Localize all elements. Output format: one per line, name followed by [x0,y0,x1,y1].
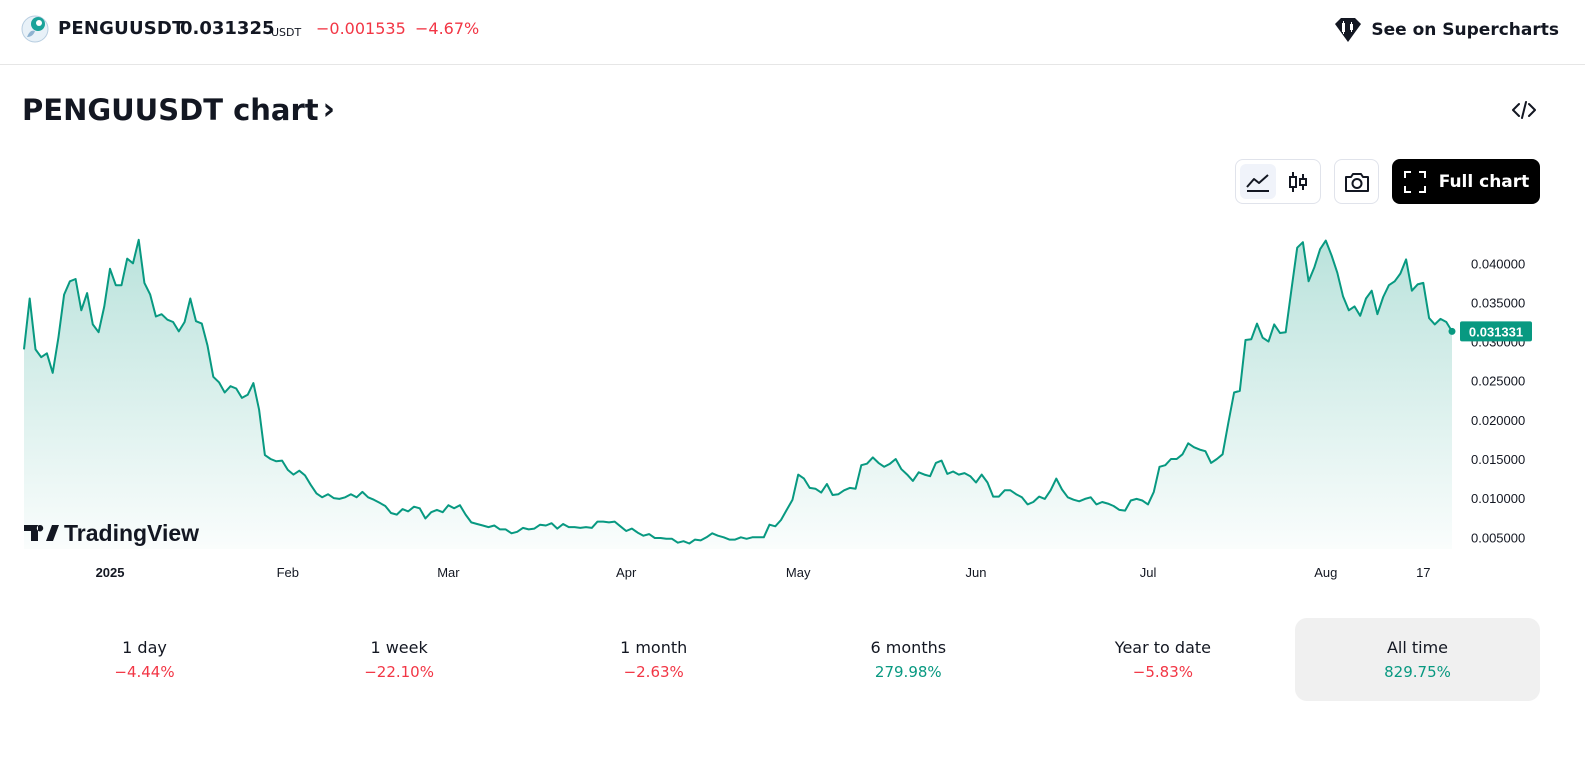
price-axis-tick-label: 0.025000 [1471,374,1525,389]
fullscreen-icon [1403,170,1426,193]
price-axis-tick-label: 0.020000 [1471,413,1525,428]
performance-value: 829.75% [1384,663,1451,681]
performance-period-1-day[interactable]: 1 day −4.44% [22,618,267,701]
price-line-series [23,238,1453,545]
tradingview-wordmark: TradingView [64,520,199,546]
performance-period-label: All time [1386,638,1449,657]
time-axis: 2025 Feb Mar Apr May Jun Jul Aug 17 [96,565,1431,580]
time-axis-tick-label: Feb [277,565,299,580]
performance-period-label: Year to date [1114,638,1211,657]
time-axis-tick-label: May [786,565,811,580]
supercharts-label: See on Supercharts [1371,20,1559,40]
snapshot-button[interactable] [1334,159,1379,204]
symbol-name[interactable]: PENGUUSDT [58,18,185,39]
price-axis-tick-label: 0.010000 [1471,491,1525,506]
performance-value: −22.10% [364,663,434,681]
chart-title: PENGUUSDT chart [22,92,319,127]
price-area-chart[interactable]: 0.0400000.0350000.0300000.0250000.020000… [0,220,1585,590]
camera-icon [1344,172,1369,192]
performance-period-1-month[interactable]: 1 month −2.63% [531,618,776,701]
performance-period-label: 1 day [122,638,167,657]
performance-value: 279.98% [874,663,942,681]
supercharts-icon [1335,18,1362,42]
tradingview-logo-icon [24,525,59,541]
time-axis-tick-label: 2025 [96,565,125,580]
performance-row: 1 day −4.44% 1 week −22.10% 1 month −2.63% 6 m… [22,618,1540,701]
last-price: 0.031325 [180,18,275,39]
chart-title-link[interactable]: PENGUUSDT chart › [22,92,335,127]
pengu-coin-logo-icon [21,15,49,43]
chevron-right-icon: › [322,92,336,127]
performance-period-year-to-date[interactable]: Year to date −5.83% [1040,618,1285,701]
performance-value: −2.63% [623,663,684,681]
performance-period-1-week[interactable]: 1 week −22.10% [277,618,522,701]
candles-chart-button[interactable] [1280,164,1316,199]
embed-code-icon[interactable] [1511,98,1537,122]
price-axis-tick-label: 0.005000 [1471,530,1525,545]
chart-area-layer [23,238,1456,550]
time-axis-tick-label: 17 [1416,565,1430,580]
price-currency: USDT [271,26,302,39]
performance-period-6-months[interactable]: 6 months 279.98% [786,618,1031,701]
performance-value: −4.44% [114,663,175,681]
price-axis: 0.0400000.0350000.0300000.0250000.020000… [1460,256,1532,545]
full-chart-label: Full chart [1438,171,1530,192]
see-on-supercharts-link[interactable]: See on Supercharts [1333,16,1559,44]
candles-icon [1289,171,1307,192]
last-price-badge-label: 0.031331 [1469,324,1523,339]
last-price-dot [1448,327,1456,335]
price-change-percent: −4.67% [415,19,480,38]
time-axis-tick-label: Apr [616,565,637,580]
price-axis-tick-label: 0.040000 [1471,256,1525,271]
performance-period-label: 1 week [370,638,428,657]
tradingview-watermark: TradingView [24,520,199,546]
price-axis-tick-label: 0.015000 [1471,452,1525,467]
chart-style-switch [1235,159,1321,204]
symbol-header-bar: PENGUUSDT 0.031325 USDT −0.001535 −4.67%… [0,0,1585,65]
area-chart-icon [1246,173,1269,192]
performance-period-all-time[interactable]: All time 829.75% [1295,618,1540,701]
time-axis-tick-label: Jul [1140,565,1157,580]
performance-value: −5.83% [1132,663,1193,681]
time-axis-tick-label: Mar [437,565,460,580]
performance-period-label: 6 months [870,638,947,657]
full-chart-button[interactable]: Full chart [1392,159,1540,204]
price-area-fill [24,239,1452,550]
performance-period-label: 1 month [620,638,688,657]
price-change: −0.001535 [316,19,406,38]
area-chart-button[interactable] [1240,164,1276,199]
time-axis-tick-label: Aug [1314,565,1337,580]
last-price-badge [1460,321,1532,342]
time-axis-tick-label: Jun [966,565,987,580]
price-axis-tick-label: 0.035000 [1471,295,1525,310]
